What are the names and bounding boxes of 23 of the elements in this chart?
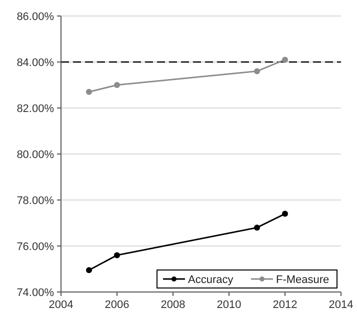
x-tick-label: 2014 [328, 299, 354, 311]
x-tick-label: 2006 [104, 299, 130, 311]
y-tick-label: 86.00% [16, 10, 54, 23]
point [114, 82, 120, 88]
point [86, 88, 92, 95]
point [114, 252, 120, 258]
legend-label: F-Measure [276, 274, 330, 286]
legend-label: Accuracy [188, 274, 234, 286]
y-tick-label: 80.00% [16, 148, 54, 161]
y-tick-label: 84.00% [16, 56, 54, 69]
point [254, 224, 260, 231]
point [86, 267, 92, 274]
point [282, 210, 288, 217]
point [282, 56, 288, 63]
x-tick-label: 2008 [160, 299, 186, 311]
y-tick-label: 76.00% [16, 240, 54, 253]
x-tick-label: 2012 [272, 299, 298, 311]
x-tick-label: 2010 [216, 299, 242, 311]
point [254, 68, 260, 74]
y-tick-label: 74.00% [16, 286, 54, 299]
y-tick-label: 82.00% [16, 102, 54, 115]
x-tick-label: 2004 [48, 299, 74, 311]
y-tick-label: 78.00% [16, 194, 54, 207]
